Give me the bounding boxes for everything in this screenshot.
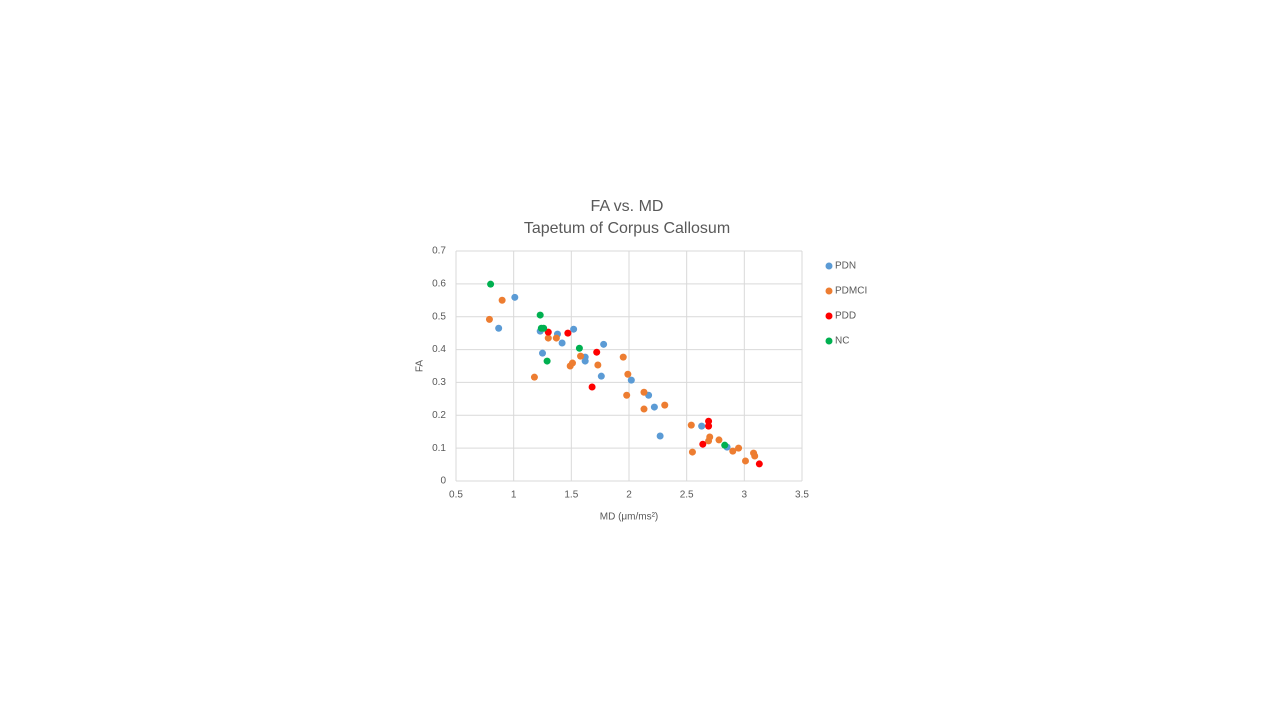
point xyxy=(540,324,548,332)
point xyxy=(715,436,723,444)
legend-marker xyxy=(825,262,833,270)
point xyxy=(755,460,763,468)
point xyxy=(729,447,737,455)
point xyxy=(593,348,601,356)
point xyxy=(721,441,729,449)
point xyxy=(600,340,608,348)
point xyxy=(735,444,743,452)
point xyxy=(741,457,749,465)
point xyxy=(751,452,759,460)
point xyxy=(564,329,572,337)
point xyxy=(570,325,578,333)
point xyxy=(705,417,713,425)
y-tick-label: 0.1 xyxy=(432,443,446,454)
point xyxy=(619,353,627,361)
point xyxy=(627,376,635,384)
point xyxy=(656,432,664,440)
point xyxy=(688,448,696,456)
point xyxy=(594,361,602,369)
chart-title: FA vs. MD xyxy=(591,198,664,215)
point xyxy=(640,388,648,396)
point xyxy=(544,334,552,342)
legend-label: PDN xyxy=(835,261,856,272)
point xyxy=(624,370,632,378)
point xyxy=(485,315,493,323)
x-tick-label: 3.5 xyxy=(795,490,809,501)
point xyxy=(706,433,714,441)
point xyxy=(568,359,576,367)
x-tick-label: 1 xyxy=(511,490,517,501)
point xyxy=(543,357,551,365)
legend-label: PDMCI xyxy=(835,286,867,297)
point xyxy=(495,324,503,332)
point xyxy=(705,422,713,430)
x-tick-label: 2.5 xyxy=(680,490,694,501)
y-tick-label: 0.4 xyxy=(432,344,446,355)
y-tick-label: 0.6 xyxy=(432,278,446,289)
point xyxy=(588,383,596,391)
y-axis-label: FA xyxy=(415,360,426,373)
legend-marker xyxy=(825,287,833,295)
point xyxy=(597,372,605,380)
point xyxy=(575,344,583,352)
point xyxy=(552,334,560,342)
point xyxy=(530,373,538,381)
x-axis-label: MD (μm/ms²) xyxy=(600,512,659,523)
x-tick-label: 3 xyxy=(742,490,748,501)
point xyxy=(498,296,506,304)
y-tick-label: 0.5 xyxy=(432,311,446,322)
point xyxy=(640,405,648,413)
legend-marker xyxy=(825,337,833,345)
y-tick-label: 0.3 xyxy=(432,377,446,388)
point xyxy=(511,293,519,301)
legend-label: PDD xyxy=(835,311,856,322)
point xyxy=(539,349,546,357)
y-tick-label: 0 xyxy=(440,476,446,487)
point xyxy=(699,440,707,448)
point xyxy=(661,401,669,409)
point xyxy=(487,280,495,288)
x-tick-label: 2 xyxy=(626,490,632,501)
point xyxy=(650,403,658,411)
point xyxy=(536,311,544,319)
point xyxy=(577,352,585,360)
chart-subtitle: Tapetum of Corpus Callosum xyxy=(524,220,730,237)
y-tick-label: 0.2 xyxy=(432,410,446,421)
y-tick-label: 0.7 xyxy=(432,246,446,257)
point xyxy=(581,357,589,365)
legend-marker xyxy=(825,312,833,320)
legend-label: NC xyxy=(835,336,849,347)
point xyxy=(544,328,552,336)
point xyxy=(623,391,631,399)
x-tick-label: 1.5 xyxy=(564,490,578,501)
x-tick-label: 0.5 xyxy=(449,490,463,501)
point xyxy=(558,339,566,347)
point xyxy=(687,421,695,429)
point xyxy=(698,422,706,430)
